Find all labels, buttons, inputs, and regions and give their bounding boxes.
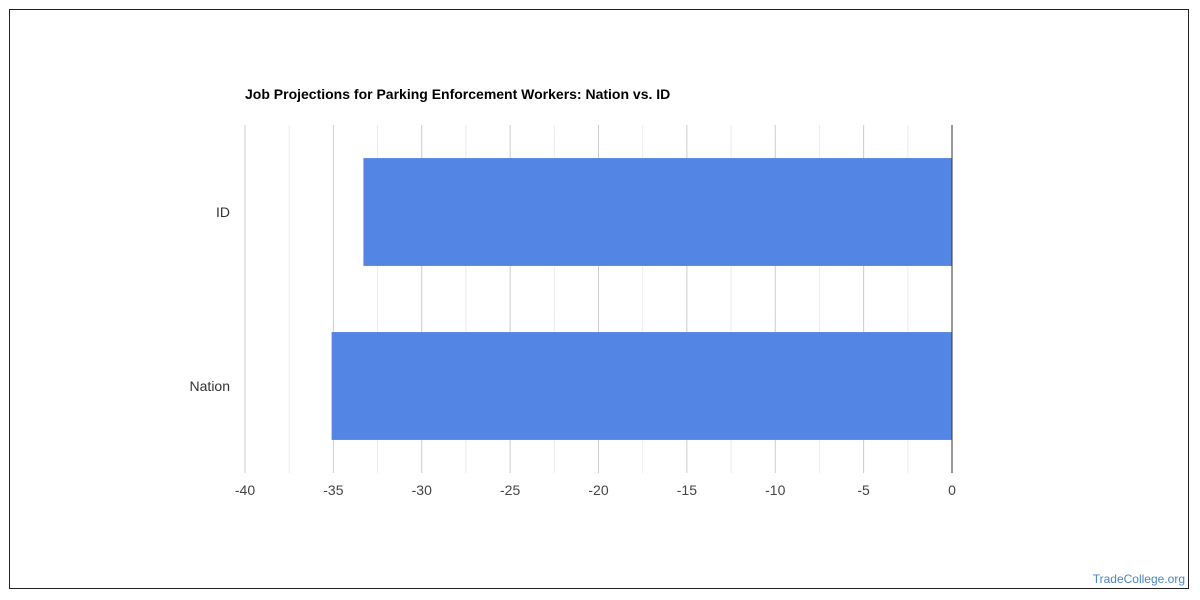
watermark-link[interactable]: TradeCollege.org bbox=[1092, 572, 1185, 586]
category-label: ID bbox=[216, 204, 230, 220]
bar-id bbox=[363, 158, 952, 266]
bar-nation bbox=[331, 332, 952, 440]
category-label: Nation bbox=[190, 378, 230, 394]
x-tick-label: -35 bbox=[323, 482, 343, 498]
x-tick-label: -5 bbox=[857, 482, 870, 498]
x-tick-label: -15 bbox=[677, 482, 697, 498]
x-tick-label: 0 bbox=[948, 482, 956, 498]
x-tick-label: -25 bbox=[500, 482, 520, 498]
x-tick-label: -30 bbox=[412, 482, 432, 498]
x-tick-label: -20 bbox=[588, 482, 608, 498]
x-tick-label: -40 bbox=[235, 482, 255, 498]
x-tick-label: -10 bbox=[765, 482, 785, 498]
chart-title: Job Projections for Parking Enforcement … bbox=[245, 86, 671, 102]
